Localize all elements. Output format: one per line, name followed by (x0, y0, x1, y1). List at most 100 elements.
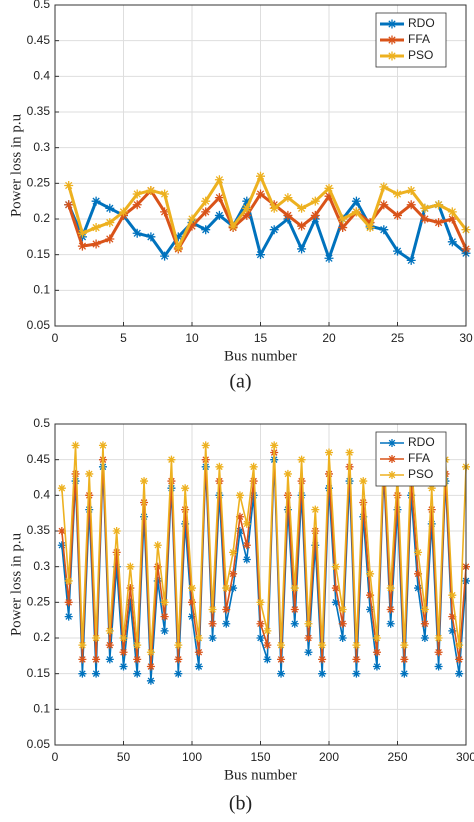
marker (126, 562, 135, 571)
legend-label: PSO (408, 467, 433, 481)
marker (256, 619, 265, 628)
marker (414, 548, 423, 557)
caption: (b) (229, 793, 252, 815)
y-tick-label: 0.35 (27, 523, 51, 537)
marker (105, 626, 114, 635)
marker (400, 641, 409, 650)
marker (420, 214, 430, 224)
x-tick-label: 0 (52, 750, 59, 764)
marker (77, 228, 87, 238)
x-axis-label: Bus number (224, 348, 297, 364)
marker (71, 441, 80, 450)
marker (194, 634, 203, 642)
marker (146, 232, 156, 242)
marker (406, 200, 416, 210)
marker (434, 200, 444, 210)
legend-label: PSO (408, 48, 433, 62)
marker (181, 505, 190, 514)
marker (338, 214, 348, 224)
marker (420, 203, 430, 213)
marker (290, 584, 299, 593)
y-tick-label: 0.1 (33, 283, 50, 297)
marker (132, 228, 142, 238)
marker (126, 598, 135, 607)
marker (160, 251, 170, 261)
marker (222, 605, 231, 614)
marker (140, 498, 149, 507)
marker (297, 477, 306, 486)
marker (119, 634, 128, 642)
marker (256, 598, 265, 607)
marker (297, 203, 307, 213)
marker (57, 484, 66, 493)
marker (188, 598, 196, 607)
marker (78, 655, 87, 664)
marker (352, 669, 361, 678)
marker (91, 239, 101, 249)
marker (455, 669, 464, 678)
marker (119, 207, 128, 217)
series (64, 171, 471, 253)
x-tick-label: 15 (254, 331, 268, 345)
marker (57, 541, 66, 550)
marker (304, 634, 313, 642)
y-tick-label: 0.35 (27, 104, 51, 118)
marker (126, 584, 135, 593)
marker (194, 662, 203, 671)
marker (263, 655, 272, 664)
marker (386, 584, 395, 593)
marker (188, 584, 196, 593)
marker (119, 662, 128, 671)
marker (187, 221, 197, 231)
marker (57, 527, 66, 535)
marker (256, 250, 265, 260)
marker (283, 469, 292, 478)
marker (92, 669, 101, 678)
marker (372, 648, 381, 657)
marker (188, 612, 196, 621)
marker (85, 491, 94, 500)
x-tick-label: 20 (322, 331, 336, 345)
marker (331, 562, 340, 571)
y-tick-label: 0.2 (33, 211, 50, 225)
y-tick-label: 0.3 (33, 559, 50, 573)
marker (242, 541, 251, 550)
marker (214, 175, 224, 185)
marker (324, 191, 334, 201)
marker (365, 223, 375, 233)
marker (372, 634, 381, 642)
y-tick-label: 0.5 (33, 416, 50, 430)
marker (173, 232, 183, 242)
x-axis-label: Bus number (224, 767, 297, 783)
marker (235, 491, 244, 500)
marker (400, 655, 409, 664)
marker (146, 185, 156, 195)
marker (105, 218, 115, 228)
marker (98, 441, 107, 450)
marker (222, 619, 231, 628)
marker (201, 207, 211, 217)
marker (160, 626, 169, 635)
marker (214, 210, 224, 220)
y-tick-label: 0.45 (27, 452, 51, 466)
marker (64, 180, 74, 190)
marker (208, 619, 217, 628)
marker (351, 196, 361, 206)
marker (167, 455, 176, 464)
marker (455, 655, 464, 664)
marker (406, 185, 416, 195)
marker (201, 441, 210, 450)
x-tick-label: 250 (387, 750, 407, 764)
marker (311, 505, 320, 514)
marker (455, 641, 464, 650)
marker (160, 207, 170, 217)
legend-marker (387, 51, 397, 61)
marker (400, 669, 409, 678)
marker (297, 244, 307, 254)
x-tick-label: 100 (182, 750, 202, 764)
x-tick-label: 10 (185, 331, 199, 345)
marker (160, 598, 169, 607)
y-tick-label: 0.05 (27, 318, 51, 332)
marker (229, 584, 238, 593)
axes-box (54, 4, 467, 327)
